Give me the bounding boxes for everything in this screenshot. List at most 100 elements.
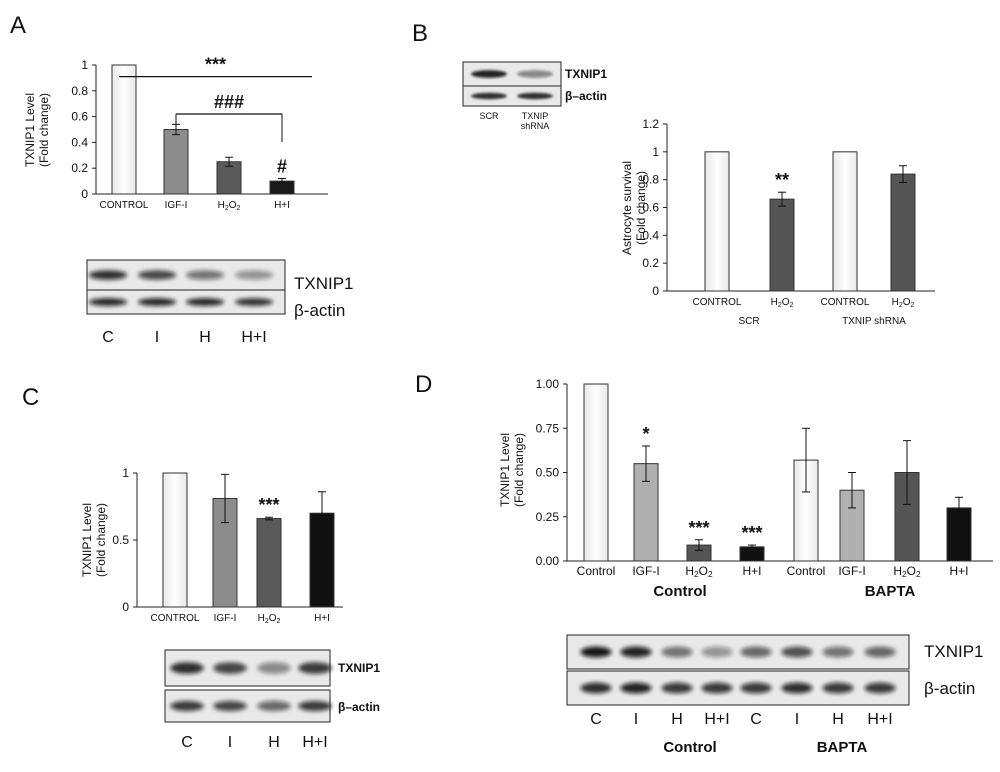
blot-band-c (170, 700, 204, 712)
blot-band-c (298, 662, 332, 674)
y-tick-label-d: 0.75 (536, 421, 560, 435)
y-tick-label-a: 0.2 (71, 161, 88, 175)
y-axis-title-c-text: TXNIP1 Level(Fold change) (80, 503, 108, 577)
panel-letter-b: B (412, 20, 428, 47)
western-blot-b: TXNIP1 β–actin SCR TXNIP shRNA (462, 61, 607, 131)
category-label-c-2: H2O2 (258, 613, 281, 625)
blot-band-d (740, 646, 772, 658)
blot-lane-label-c-3: H+I (302, 734, 327, 751)
blot-band-d (580, 646, 612, 658)
blot-band-a (137, 270, 177, 280)
blot-band-d (822, 646, 854, 658)
chart-panel-a: 0 0.2 0.4 0.6 0.8 1 TXNIP1 Level(Fold change) C… (23, 55, 328, 212)
panel-letter-d: D (415, 371, 432, 398)
bar-b-1 (769, 198, 795, 292)
blot-band-a (88, 270, 128, 280)
category-label-b-3: H2O2 (892, 297, 915, 309)
category-label-d-3: H+I (742, 564, 761, 578)
blot-group-label-d-1: BAPTA (817, 739, 868, 756)
blot-lane-label-a-1: I (155, 329, 159, 346)
western-blot-a: TXNIP1 β-actin C I H H+I (86, 259, 354, 346)
blot-band-a (234, 270, 274, 280)
blot-lane-label-b-1: TXNIP shRNA (521, 111, 550, 131)
group-label-b-1: TXNIP shRNA (842, 316, 906, 327)
blot-lane-label-d-1: I (634, 711, 638, 728)
panel-letter-c: C (22, 384, 39, 411)
blot-lane-label-b-0: SCR (479, 111, 499, 121)
significance-mark-d-0: * (642, 424, 649, 444)
y-tick-label-c: 0 (122, 600, 129, 614)
blot-row-label-b-1: β–actin (565, 89, 607, 103)
bar-b-0 (704, 151, 730, 292)
panel-letter-a: A (10, 12, 26, 39)
y-tick-label-d: 0.50 (536, 466, 560, 480)
bar-d-0 (583, 383, 609, 562)
y-axis-title-d: TXNIP1 Level(Fold change) (498, 433, 526, 507)
y-tick-label-b: 0.8 (642, 173, 659, 187)
blot-band-c (298, 700, 332, 712)
y-tick-label-a: 0.8 (71, 84, 88, 98)
y-tick-label-b: 1.2 (642, 117, 659, 131)
category-label-a-3: H+I (274, 200, 290, 211)
blot-lane-label-d-2: H (671, 711, 683, 728)
bar-a-2 (216, 161, 242, 195)
bar-b-3 (890, 173, 916, 292)
blot-lane-label-a-2: H (199, 329, 211, 346)
blot-band-c (170, 662, 204, 674)
significance-mark-d-2: *** (741, 523, 762, 543)
blot-band-c (213, 700, 247, 712)
blot-lane-label-c-2: H (268, 734, 280, 751)
significance-mark-a-2: # (277, 157, 287, 177)
y-tick-label-a: 0.6 (71, 110, 88, 124)
blot-lane-label-d-7: H+I (867, 711, 892, 728)
y-axis-title-b: Astrocyte survival(Fold change) (620, 161, 648, 255)
bar-a-0 (111, 64, 137, 195)
y-tick-label-b: 0 (652, 284, 659, 298)
y-tick-label-b: 0.6 (642, 201, 659, 215)
category-label-d-7: H+I (949, 564, 968, 578)
blot-lane-label-a-3: H+I (241, 329, 266, 346)
y-tick-label-a: 1 (81, 58, 88, 72)
group-label-d-0: Control (653, 583, 706, 600)
category-label-d-5: IGF-I (838, 564, 865, 578)
significance-mark-b-0: ** (775, 170, 789, 190)
y-tick-label-a: 0.4 (71, 135, 88, 149)
category-label-b-1: H2O2 (771, 297, 794, 309)
bar-b-2 (832, 151, 858, 292)
category-label-d-4: Control (787, 564, 826, 578)
blot-band-d (864, 646, 896, 658)
blot-row-label-a-0: TXNIP1 (294, 274, 354, 293)
blot-strip-d-0 (566, 634, 910, 670)
chart-panel-c: 0 0.5 1 TXNIP1 Level(Fold change) CONTROL IGF… (80, 466, 343, 625)
blot-strip-d-1 (566, 670, 910, 706)
blot-band-c (213, 662, 247, 674)
significance-mark-a-1: ### (214, 92, 244, 112)
y-tick-label-c: 1 (122, 466, 129, 480)
blot-row-label-d-1: β-actin (924, 679, 975, 698)
blot-lane-label-d-3: H+I (704, 711, 729, 728)
chart-panel-b: 0 0.2 0.4 0.6 0.8 1 1.2 Astrocyte survival(Fold… (620, 117, 935, 327)
blot-row-label-c-1: β–actin (338, 700, 380, 714)
y-tick-label-d: 0.25 (536, 510, 560, 524)
category-label-d-0: Control (577, 564, 616, 578)
y-axis-title-a: TXNIP1 Level(Fold change) (23, 93, 51, 167)
category-label-b-0: CONTROL (693, 297, 742, 308)
blot-band-d (661, 646, 693, 658)
blot-band-d (781, 646, 813, 658)
bar-c-0 (162, 472, 188, 608)
blot-lane-label-d-4: C (750, 711, 762, 728)
blot-lane-label-a-0: C (102, 329, 114, 346)
blot-row-label-a-1: β-actin (294, 301, 345, 320)
blot-row-label-b-0: TXNIP1 (565, 67, 607, 81)
blot-row-label-d-0: TXNIP1 (924, 642, 984, 661)
category-label-d-6: H2O2 (893, 564, 921, 579)
blot-band-a (137, 298, 177, 306)
category-label-b-2: CONTROL (821, 297, 870, 308)
blot-group-label-d-0: Control (663, 739, 716, 756)
significance-mark-a-0: *** (205, 55, 226, 75)
blot-band-d (740, 682, 772, 694)
blot-row-label-c-0: TXNIP1 (338, 661, 380, 675)
